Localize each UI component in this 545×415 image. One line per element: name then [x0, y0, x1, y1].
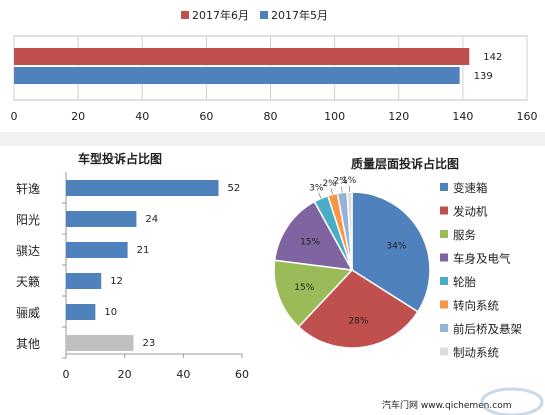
- vehicle-x-tick-label: 60: [235, 368, 249, 381]
- pie-legend-swatch: [440, 183, 448, 191]
- vehicle-bar-value-label: 10: [104, 307, 117, 318]
- pie-leader-line: [330, 188, 333, 195]
- pie-slice-label: 2%: [334, 177, 349, 187]
- pie-slice-label: 28%: [348, 316, 368, 326]
- top-x-ticks: 0 20 40 60 80 100 120 140 160: [11, 110, 538, 123]
- vehicle-category-label: 其他: [16, 337, 40, 351]
- top-bar-2: [14, 67, 460, 84]
- vehicle-category-label: 天籁: [16, 274, 40, 289]
- pie-legend-label: 车身及电气: [453, 252, 511, 266]
- vehicle-bar-value-label: 12: [110, 276, 123, 287]
- pie-legend-label: 发动机: [453, 205, 488, 219]
- pie-leader-line: [341, 186, 343, 193]
- vehicle-x-tick-label: 40: [176, 368, 190, 381]
- top-x-tick-label: 100: [324, 110, 345, 123]
- pie-slice: [297, 269, 419, 349]
- pie-slice-label: 3%: [309, 183, 324, 193]
- vehicle-x-ticks: 0 20 40 60: [63, 354, 249, 381]
- pie-slices: 34%28%15%15%3% 2%2%1%: [273, 176, 431, 349]
- pie-slice: [273, 200, 354, 271]
- source-footer: 汽车门网 www.qichemen.com: [382, 399, 511, 411]
- pie-slice-label: 2%: [322, 179, 337, 189]
- pie-legend-swatch: [440, 324, 448, 332]
- vehicle-bar-value-label: 21: [137, 245, 150, 256]
- panel-divider: [0, 132, 545, 146]
- vehicle-x-tick-label: 0: [63, 368, 70, 381]
- top-x-tick-label: 40: [135, 110, 149, 123]
- top-bar-value-label: 142: [483, 52, 502, 63]
- top-bars: 142 139: [14, 48, 502, 84]
- pie-legend-label: 前后桥及悬架: [453, 322, 522, 336]
- vehicle-bar: [66, 335, 134, 351]
- pie-leader-line: [318, 192, 322, 199]
- top-chart: 2017年6月 2017年5月 142 139 0 20 40 60 80 100 120 14…: [11, 8, 538, 123]
- vehicle-bars: 轩逸 52 阳光 24 骐达 21 天籁 12 骊威 10 其他 23: [16, 180, 241, 359]
- top-x-tick-label: 0: [11, 110, 18, 123]
- vehicle-chart: 车型投诉占比图 轩逸 52 阳光 24 骐达 21 天籁 12 骊威 10 其他 23 0 20 40 60: [16, 151, 249, 381]
- top-x-tick-label: 120: [388, 110, 409, 123]
- top-bar-value-label: 139: [474, 71, 493, 82]
- top-gridlines: [13, 36, 528, 100]
- vehicle-bar-value-label: 23: [142, 338, 155, 349]
- legend-label-series-1: 2017年6月: [192, 8, 249, 22]
- legend-swatch-series-2: [260, 11, 268, 19]
- top-legend: 2017年6月 2017年5月: [181, 8, 328, 22]
- pie-legend-label: 轮胎: [453, 275, 476, 289]
- pie-legend-swatch: [440, 230, 448, 238]
- vehicle-category-label: 阳光: [16, 213, 40, 227]
- pie-legend-swatch: [440, 253, 448, 262]
- vehicle-category-label: 骊威: [16, 306, 40, 320]
- legend-label-series-2: 2017年5月: [271, 8, 328, 22]
- vehicle-bar-value-label: 24: [145, 214, 158, 225]
- top-x-tick-label: 80: [264, 110, 278, 123]
- quality-pie-chart: 质量层面投诉占比图 34%28%15%15%3% 2%2%1% 变速箱发动机服务车…: [273, 156, 522, 360]
- vehicle-chart-title: 车型投诉占比图: [78, 151, 162, 166]
- vehicle-bar: [66, 211, 137, 227]
- top-x-tick-label: 140: [452, 110, 473, 123]
- pie-legend-swatch: [440, 300, 448, 309]
- vehicle-bar: [66, 242, 128, 258]
- pie-legend-label: 转向系统: [453, 299, 499, 313]
- vehicle-bar: [66, 180, 219, 196]
- pie-legend-swatch: [440, 206, 448, 215]
- pie-slice: [273, 259, 354, 328]
- pie-legend-label: 制动系统: [453, 346, 499, 360]
- top-x-tick-label: 20: [71, 110, 85, 123]
- pie-legend-label: 服务: [453, 228, 476, 242]
- vehicle-category-label: 轩逸: [16, 182, 40, 196]
- pie-legend-swatch: [440, 347, 448, 356]
- vehicle-bar-value-label: 52: [228, 183, 241, 194]
- top-x-tick-label: 160: [517, 110, 538, 123]
- vehicle-x-tick-label: 20: [118, 368, 132, 381]
- pie-legend-swatch: [440, 277, 448, 285]
- pie-slice-label: 15%: [294, 283, 314, 293]
- top-x-tick-label: 60: [199, 110, 213, 123]
- vehicle-bar: [66, 304, 96, 320]
- vehicle-category-label: 骐达: [16, 244, 40, 258]
- pie-slice-label: 34%: [386, 242, 406, 252]
- top-bar-1: [14, 48, 470, 65]
- quality-chart-title: 质量层面投诉占比图: [351, 156, 459, 171]
- watermark-logo: [480, 387, 544, 415]
- pie-legend-label: 变速箱: [453, 181, 488, 195]
- pie-slice-label: 1%: [342, 176, 357, 186]
- pie-slice-label: 15%: [300, 238, 320, 248]
- legend-swatch-series-1: [181, 11, 189, 19]
- vehicle-bar: [66, 273, 102, 289]
